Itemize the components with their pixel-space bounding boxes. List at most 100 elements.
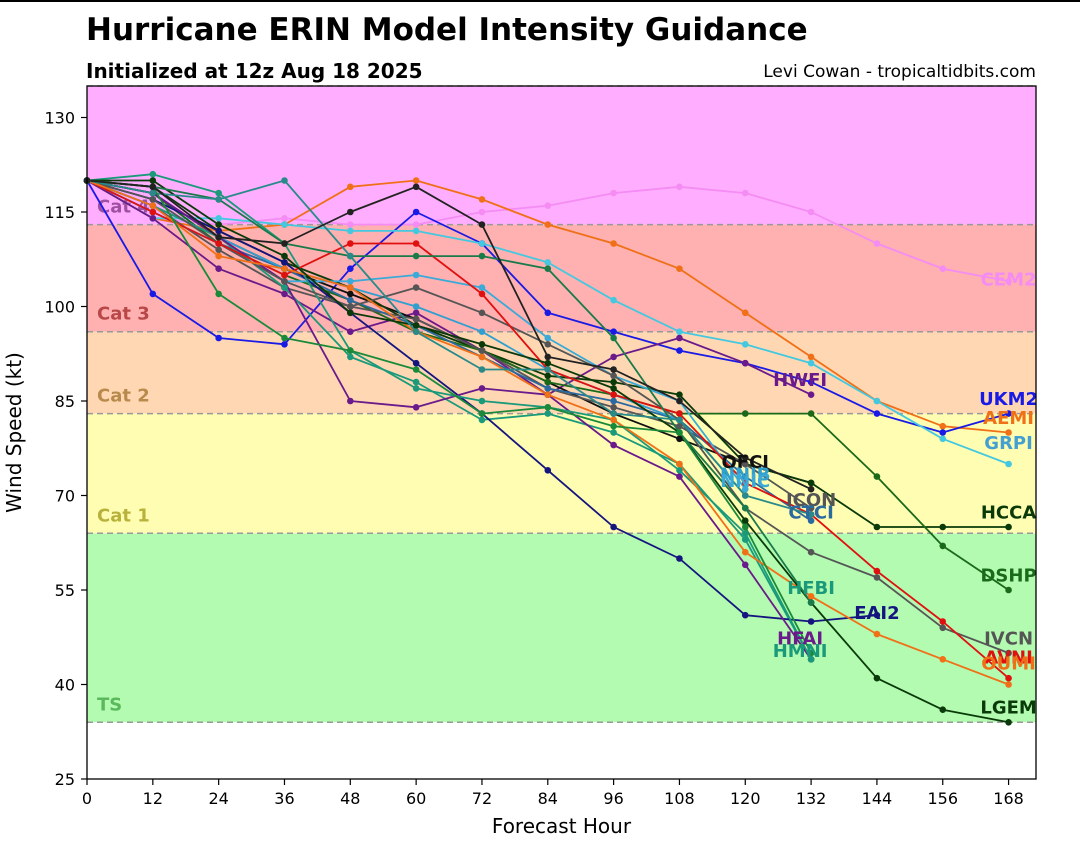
series-point-nnic (544, 334, 552, 342)
series-label-avni: AVNI (984, 647, 1032, 668)
series-point-ukm2 (1005, 410, 1012, 417)
series-point-ukm2 (939, 429, 947, 436)
series-point-grpi (347, 227, 354, 235)
series-point-unlabeled-21 (215, 196, 222, 203)
series-point-unlabeled-20 (412, 252, 420, 260)
series-point-unlabeled-20 (478, 252, 486, 260)
series-point-aemi (412, 177, 420, 184)
series-label-ctci: CTCI (788, 502, 833, 523)
series-label-nnic: NNIC (720, 471, 770, 492)
series-point-unlabeled-23 (149, 183, 157, 191)
y-tick-label: 130 (44, 109, 75, 128)
series-label-ivcn: IVCN (984, 628, 1033, 649)
series-point-hwfi (347, 328, 354, 336)
x-tick-label: 48 (340, 789, 360, 808)
band-cat-3 (87, 224, 1036, 332)
series-point-hmni (807, 656, 815, 663)
x-tick-label: 24 (208, 789, 228, 808)
series-label-ofci: OFCI (722, 452, 770, 473)
series-point-unlabeled-21 (149, 189, 157, 197)
series-point-hmni (478, 397, 486, 405)
chart-title: Hurricane ERIN Model Intensity Guidance (86, 12, 808, 48)
series-point-avni (412, 240, 420, 247)
series-point-grpi (478, 240, 486, 247)
series-point-nnic (741, 485, 749, 493)
series-point-avni (149, 208, 157, 216)
series-point-unlabeled-23 (544, 353, 552, 361)
series-point-unlabeled-23 (741, 454, 749, 462)
y-tick-label: 85 (55, 392, 75, 411)
series-point-cem2 (610, 189, 617, 197)
series-label-hfai: HFAI (777, 628, 823, 649)
series-point-dshp (873, 473, 881, 480)
series-point-hwfi (149, 215, 157, 222)
series-point-unlabeled-23 (478, 221, 486, 228)
series-point-hmni (149, 170, 157, 178)
series-point-hfbi (610, 429, 617, 436)
series-point-lgem (281, 252, 288, 260)
series-point-hmni (412, 385, 420, 392)
series-point-ivcn (478, 309, 486, 317)
series-label-hcca: HCCA (981, 502, 1036, 523)
series-point-ofci (676, 435, 683, 443)
series-point-unlabeled-20 (544, 265, 552, 273)
x-tick-label: 108 (664, 789, 695, 808)
series-point-unlabeled-21 (676, 416, 683, 424)
band-label-cat-1: Cat 1 (97, 505, 150, 526)
series-point-icon (412, 315, 420, 323)
series-point-ivcn (939, 624, 947, 632)
band-cat-4 (87, 86, 1036, 225)
x-tick-label: 0 (82, 789, 92, 808)
series-point-eai2 (281, 259, 288, 266)
series-point-hwfi (676, 334, 683, 342)
series-point-unlabeled-22 (478, 410, 486, 417)
series-point-hwfi (741, 359, 749, 367)
series-point-hcca (807, 479, 815, 487)
series-point-ivcn (873, 574, 881, 581)
series-point-hfai (610, 441, 617, 449)
series-point-ukm2 (610, 328, 617, 336)
series-point-unlabeled-23 (807, 485, 815, 493)
series-point-cem2 (347, 221, 354, 228)
series-point-hfai (676, 473, 683, 480)
series-point-unlabeled-22 (281, 334, 288, 342)
series-point-aemi (676, 265, 683, 273)
series-point-grpi (215, 215, 222, 222)
series-point-unlabeled-22 (544, 404, 552, 411)
series-point-unlabeled-21 (412, 328, 420, 336)
series-point-eai2 (215, 227, 222, 235)
band-label-cat-3: Cat 3 (97, 304, 150, 325)
series-point-icon (676, 422, 683, 430)
series-point-unlabeled-22 (347, 347, 354, 354)
series-point-lgem (347, 309, 354, 317)
x-tick-label: 72 (472, 789, 492, 808)
series-point-hcca (1005, 523, 1012, 531)
series-point-lgem (412, 322, 420, 329)
band-label-cat-2: Cat 2 (97, 386, 150, 407)
series-point-avni (610, 391, 617, 399)
series-point-oumi (939, 656, 947, 663)
x-tick-label: 168 (993, 789, 1024, 808)
series-point-dshp (939, 542, 947, 550)
series-point-grpi (610, 296, 617, 304)
x-tick-label: 132 (796, 789, 827, 808)
series-point-unlabeled-23 (215, 233, 222, 241)
series-point-avni (215, 240, 222, 247)
x-tick-label: 144 (862, 789, 893, 808)
series-point-lgem (1005, 719, 1012, 726)
series-point-avni (347, 240, 354, 247)
series-point-cem2 (281, 215, 288, 222)
series-point-unlabeled-23 (610, 366, 617, 373)
band-label-ts: TS (97, 694, 122, 715)
series-label-aemi: AEMI (983, 408, 1034, 429)
series-point-avni (741, 479, 749, 487)
series-point-eai2 (873, 611, 881, 619)
series-point-eai2 (412, 359, 420, 367)
series-label-eai2: EAI2 (854, 603, 899, 624)
series-point-ukm2 (676, 347, 683, 354)
series-point-hcca (939, 523, 947, 531)
series-point-eai2 (741, 611, 749, 619)
series-point-avni (281, 271, 288, 279)
chart-subtitle: Initialized at 12z Aug 18 2025 (86, 59, 423, 83)
series-point-aemi (544, 221, 552, 228)
